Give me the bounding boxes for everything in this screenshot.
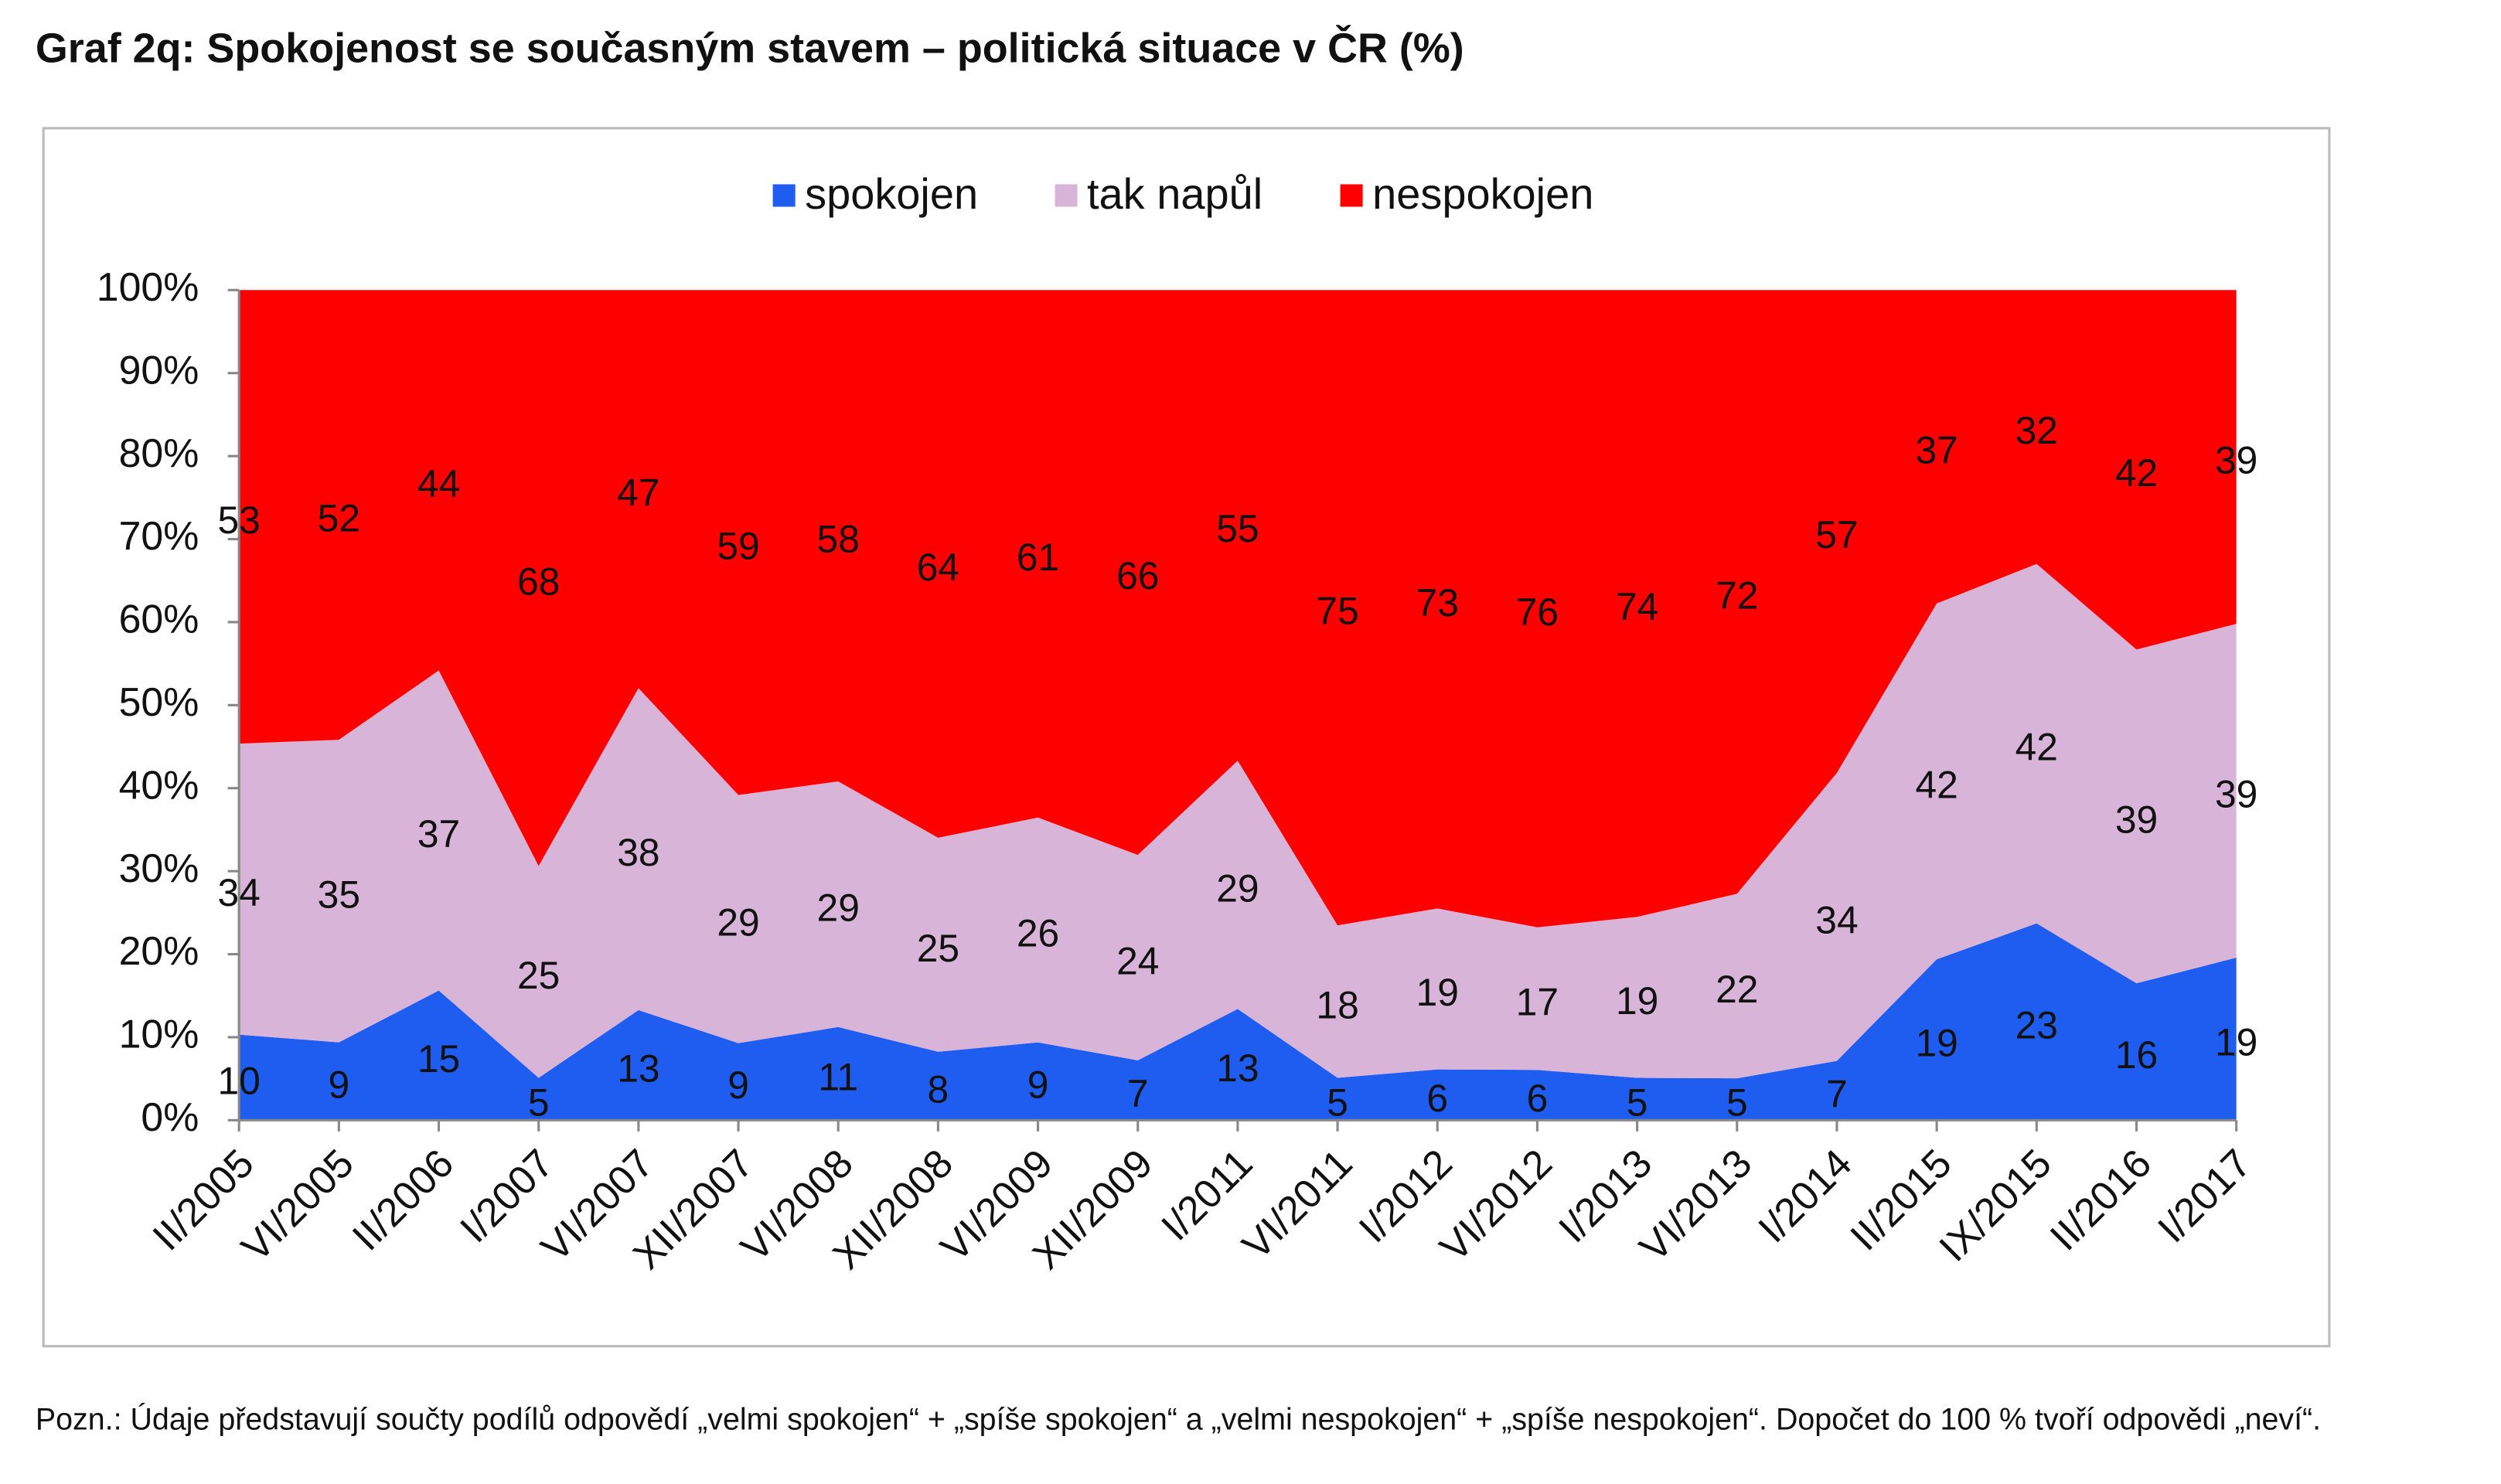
y-tick-label: 20% (119, 928, 199, 973)
data-label: 7 (1826, 1072, 1848, 1115)
data-label: 37 (417, 812, 460, 856)
data-label: 29 (1216, 866, 1259, 910)
note: Pozn.: Údaje představují součty podílů o… (35, 1404, 2322, 1438)
data-label: 19 (1616, 979, 1658, 1023)
y-tick-label: 90% (119, 347, 199, 392)
legend-label: nespokojen (1372, 169, 1593, 218)
data-label: 74 (1616, 585, 1658, 628)
data-label: 5 (1726, 1081, 1748, 1125)
data-label: 66 (1116, 554, 1159, 597)
chart-title: Graf 2q: Spokojenost se současným stavem… (36, 25, 1464, 72)
data-label: 11 (818, 1055, 858, 1098)
data-label: 8 (928, 1067, 949, 1111)
data-label: 64 (917, 546, 959, 589)
data-label: 15 (417, 1037, 460, 1081)
note-box: Pozn.: Údaje představují součty podílů o… (35, 1404, 2322, 1438)
y-tick-label: 30% (119, 846, 199, 890)
data-label: 61 (1017, 536, 1059, 579)
data-label: 7 (1127, 1072, 1149, 1115)
data-label: 6 (1426, 1077, 1448, 1120)
data-label: 58 (817, 518, 860, 561)
y-tick-label: 50% (119, 679, 199, 724)
data-label: 17 (1516, 980, 1559, 1023)
data-label: 9 (727, 1064, 749, 1107)
legend-swatch (1340, 184, 1363, 207)
data-label: 16 (2115, 1033, 2158, 1077)
data-label: 39 (2215, 439, 2257, 482)
area (239, 290, 2237, 928)
data-label: 44 (417, 462, 460, 505)
y-tick-label: 70% (119, 513, 199, 558)
data-label: 68 (517, 560, 560, 603)
legend-label: tak napůl (1087, 169, 1262, 218)
data-label: 25 (917, 927, 959, 970)
legend-swatch (772, 184, 796, 207)
data-label: 9 (1027, 1063, 1049, 1106)
data-label: 19 (1416, 971, 1459, 1014)
data-label: 26 (1017, 912, 1059, 955)
data-label: 19 (2215, 1021, 2257, 1064)
data-label: 57 (1815, 513, 1858, 556)
data-label: 29 (717, 901, 759, 945)
legend-label: spokojen (805, 169, 978, 218)
data-label: 35 (318, 873, 360, 916)
data-label: 25 (517, 954, 560, 997)
data-label: 38 (617, 831, 659, 874)
data-label: 22 (1716, 968, 1758, 1011)
data-label: 42 (2015, 726, 2058, 769)
data-label: 23 (2015, 1003, 2058, 1047)
y-tick-label: 10% (119, 1012, 199, 1057)
data-label: 75 (1316, 590, 1358, 633)
data-label: 42 (2115, 451, 2158, 495)
y-tick-label: 100% (97, 264, 199, 309)
y-tick-label: 60% (119, 597, 199, 642)
data-label: 13 (1216, 1047, 1259, 1090)
area (239, 923, 2237, 1121)
y-tick-label: 0% (141, 1094, 199, 1139)
data-label: 55 (1216, 507, 1259, 550)
data-label: 72 (1716, 574, 1758, 617)
data-label: 6 (1527, 1077, 1549, 1120)
data-label: 32 (2015, 409, 2058, 452)
data-label: 18 (1316, 983, 1358, 1026)
y-tick-label: 40% (119, 762, 199, 807)
data-label: 39 (2215, 772, 2257, 815)
data-label: 24 (1116, 939, 1159, 982)
data-label: 5 (1327, 1081, 1348, 1124)
data-label: 9 (329, 1063, 350, 1106)
data-label: 73 (1416, 581, 1459, 625)
data-label: 39 (2115, 798, 2158, 842)
data-label: 29 (817, 886, 860, 929)
data-label: 59 (717, 524, 759, 567)
data-label: 76 (1516, 591, 1559, 634)
y-tick-label: 80% (119, 431, 199, 475)
data-label: 37 (1915, 428, 1958, 471)
data-label: 19 (1915, 1022, 1958, 1065)
data-label: 13 (617, 1047, 659, 1091)
data-label: 5 (1627, 1081, 1648, 1124)
data-label: 52 (318, 497, 360, 540)
data-label: 42 (1915, 763, 1958, 806)
data-label: 5 (528, 1081, 550, 1124)
legend-swatch (1055, 184, 1078, 207)
data-label: 34 (1815, 899, 1858, 942)
area (239, 563, 2237, 1079)
data-label: 47 (617, 471, 659, 514)
